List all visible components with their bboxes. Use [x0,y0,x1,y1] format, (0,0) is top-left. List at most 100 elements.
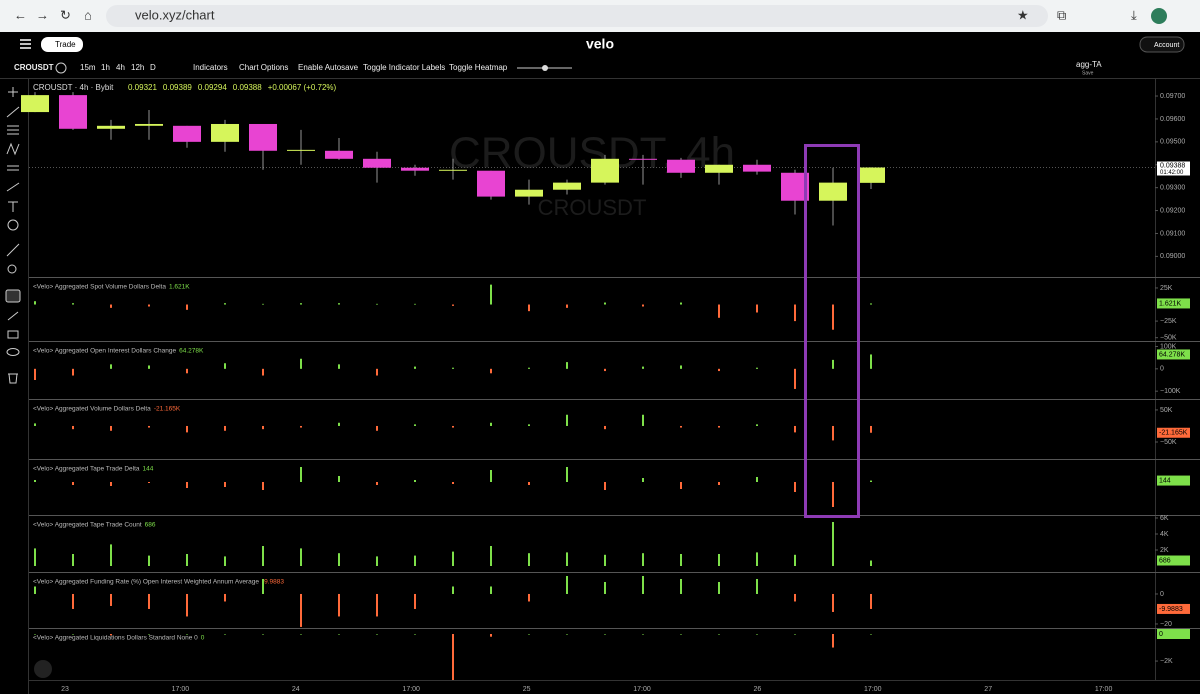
slider-knob[interactable] [542,65,548,71]
price-tick-label: 0.09200 [1160,207,1185,214]
pane-value-badge-label: 1.621K [1159,300,1182,307]
pane-tick-label: −25K [1160,318,1177,325]
delete-tool[interactable] [8,373,18,384]
indicator-bar [376,425,378,431]
indicator-bar [566,634,568,635]
indicator-bar [300,358,302,369]
interval-button[interactable]: 1h [101,63,110,72]
indicator-bar [718,634,720,635]
indicator-bar [262,482,264,490]
indicator-bar [224,425,226,431]
time-label: 17:00 [402,686,420,693]
candle-body [401,167,429,171]
interval-button[interactable]: 4h [116,63,125,72]
trade-button[interactable] [41,37,83,52]
indicator-bar [718,425,720,428]
indicator-bar [186,634,188,635]
pane-value-badge [1157,555,1190,566]
trade-label: Trade [55,40,76,49]
bookmark-star[interactable]: ★ [1017,7,1029,22]
magnet-tool[interactable] [5,289,21,303]
pane-current-value: 0 [201,635,205,642]
text-tool[interactable] [8,201,18,212]
time-label: 26 [754,686,762,693]
fib-tool[interactable] [7,125,19,135]
draw-mode[interactable] [7,311,19,321]
pane-tick-label: 0 [1160,366,1164,373]
pane-current-value: -21.165K [154,406,181,413]
menu-icon[interactable] [20,39,31,49]
toolbar-button[interactable]: Toggle Indicator Labels [363,63,445,72]
indicator-bar [148,365,150,369]
visibility-tool[interactable] [6,348,20,356]
toolbar-button[interactable]: Indicators [193,63,228,72]
address-bar[interactable] [106,5,1048,27]
indicator-bar [490,422,492,426]
indicator-bar [110,364,112,369]
toolbar-button[interactable]: Chart Options [239,63,288,72]
pattern-tool[interactable] [6,142,20,156]
profile-avatar[interactable] [1151,8,1167,24]
save-label[interactable]: Save [1082,70,1094,76]
indicator-bar [528,424,530,426]
pane-tick-label: −50K [1160,439,1177,446]
forward-button[interactable]: → [36,7,49,22]
interval-button[interactable]: D [150,63,156,72]
emoji-tool[interactable] [7,219,19,231]
toolbar-button[interactable]: Toggle Heatmap [449,63,508,72]
compare-button[interactable] [55,62,67,74]
line-tool[interactable] [6,106,20,118]
indicator-bar [414,366,416,369]
time-label: 17:00 [1095,686,1113,693]
logo: velo [586,36,614,52]
zoom-tool[interactable] [7,264,17,274]
indicator-bar [34,634,36,635]
last-price-badge [1157,161,1190,176]
indicator-bar [110,425,112,431]
indicator-bar [72,482,74,485]
indicator-bar [566,362,568,369]
indicator-bar [452,482,454,484]
brush-tool[interactable] [6,182,20,192]
indicator-bar [148,634,150,635]
ruler-tool[interactable] [6,243,20,257]
lock-tool[interactable] [7,330,19,339]
pane-current-value: 64.278K [179,348,204,355]
projection-tool[interactable] [7,165,19,171]
indicator-bar [870,303,872,305]
downloads-icon[interactable]: ⤓ [1131,7,1137,22]
candle-body [439,169,467,171]
tv-logo [34,660,52,678]
crosshair-tool[interactable] [8,87,18,97]
pane-title: <Velo> Aggregated Funding Rate (%) Open … [33,579,259,586]
account-button[interactable] [1139,36,1185,53]
back-button[interactable]: ← [14,7,27,22]
legend-low: 0.09294 [198,83,227,92]
indicator-bar [186,482,188,488]
extensions-icon[interactable]: ⧉ [1057,7,1066,22]
toolbar-button[interactable]: Enable Autosave [298,63,359,72]
indicator-bar [680,365,682,369]
interval-button[interactable]: 15m [80,63,96,72]
template[interactable]: agg-TA [1076,60,1102,69]
indicator-bar [794,425,796,433]
pane-current-value: 1.621K [169,284,190,291]
indicator-bar [528,593,530,602]
indicator-bar [642,414,644,426]
pane-value-badge-label: -9.9883 [1159,606,1183,613]
interval-button[interactable]: 12h [131,63,144,72]
pane-tick-label: 50K [1160,407,1173,414]
symbol[interactable]: CROUSDT [14,63,54,72]
candle-body [477,170,505,197]
indicator-bar [262,546,264,566]
reload-button[interactable]: ↻ [60,7,71,22]
indicator-bar [794,554,796,566]
home-button[interactable]: ⌂ [84,7,92,22]
time-label: 23 [61,686,69,693]
indicator-bar [642,575,644,594]
indicator-bar [680,425,682,428]
indicator-bar [832,593,834,612]
indicator-bar [490,634,492,637]
price-tick-label: 0.09500 [1160,139,1185,146]
pane-tick-label: 6K [1160,515,1169,522]
